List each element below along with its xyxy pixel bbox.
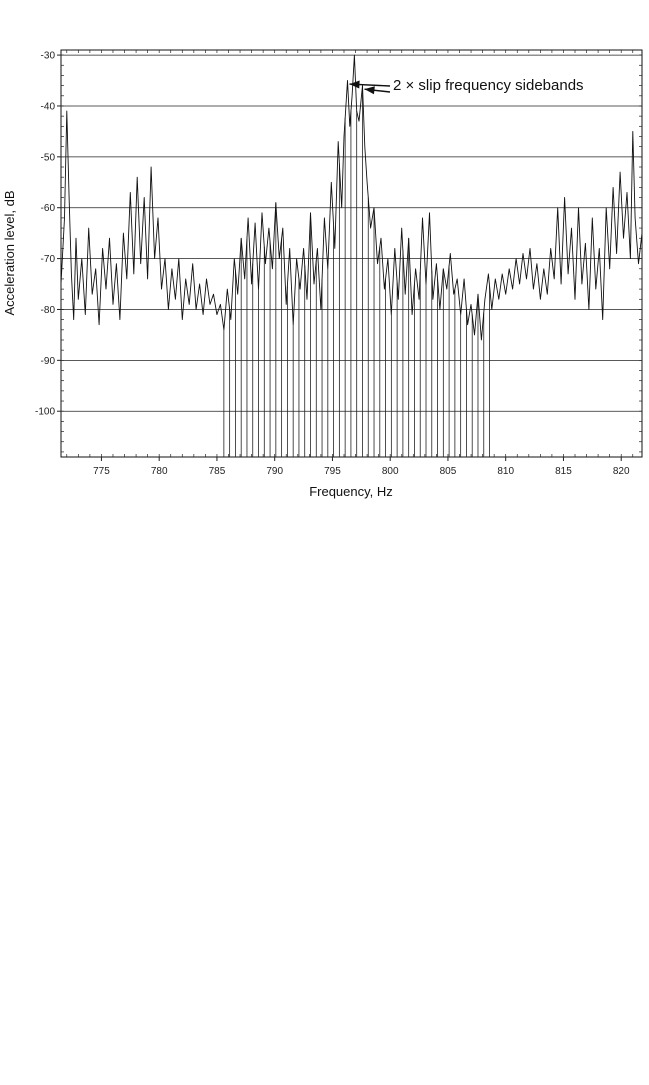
series-group xyxy=(60,54,643,341)
x-tick-label: 820 xyxy=(613,466,630,477)
x-tick-label: 805 xyxy=(440,466,457,477)
x-tick-label: 785 xyxy=(209,466,226,477)
y-tick-label: -80 xyxy=(41,305,56,316)
y-tick-label: -100 xyxy=(35,407,55,418)
x-tick-label: 795 xyxy=(324,466,341,477)
y-axis: -30 -40 -50 -60 -70 -80 -90 -100 xyxy=(35,51,61,418)
sideband-annotation: 2 × slip frequency sidebands xyxy=(349,77,584,95)
y-tick-label: -90 xyxy=(41,356,56,367)
x-axis-title: Frequency, Hz xyxy=(309,484,393,499)
plot-area xyxy=(60,49,643,458)
annotation-arrowhead xyxy=(349,80,360,89)
x-tick-label: 775 xyxy=(93,466,110,477)
x-tick-label: 815 xyxy=(555,466,572,477)
x-tick-label: 780 xyxy=(151,466,168,477)
x-tick-label: 790 xyxy=(266,466,283,477)
y-tick-label: -30 xyxy=(41,51,56,62)
y-tick-label: -50 xyxy=(41,152,56,163)
y-axis-title: Acceleration level, dB xyxy=(2,190,17,315)
annotation-text: 2 × slip frequency sidebands xyxy=(393,77,584,94)
x-axis: 775 780 785 790 795 800 805 810 815 820 xyxy=(93,457,630,477)
x-tick-label: 810 xyxy=(497,466,514,477)
annotation-arrowhead xyxy=(364,86,375,95)
y-tick-label: -70 xyxy=(41,254,56,265)
harmonic-lines xyxy=(223,85,490,457)
gridlines xyxy=(61,50,642,457)
y-tick-label: -60 xyxy=(41,203,56,214)
spectrum-line xyxy=(60,54,643,341)
x-tick-label: 800 xyxy=(382,466,399,477)
y-tick-label: -40 xyxy=(41,101,56,112)
